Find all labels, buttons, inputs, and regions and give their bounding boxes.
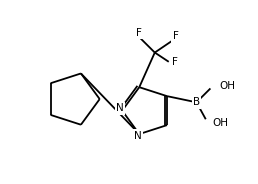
Text: OH: OH — [220, 81, 236, 91]
Text: F: F — [172, 57, 178, 67]
Text: B: B — [193, 97, 200, 107]
Text: N: N — [134, 131, 142, 141]
Text: N: N — [116, 103, 124, 113]
Text: F: F — [173, 31, 179, 41]
Text: OH: OH — [212, 118, 228, 128]
Text: F: F — [136, 28, 142, 38]
